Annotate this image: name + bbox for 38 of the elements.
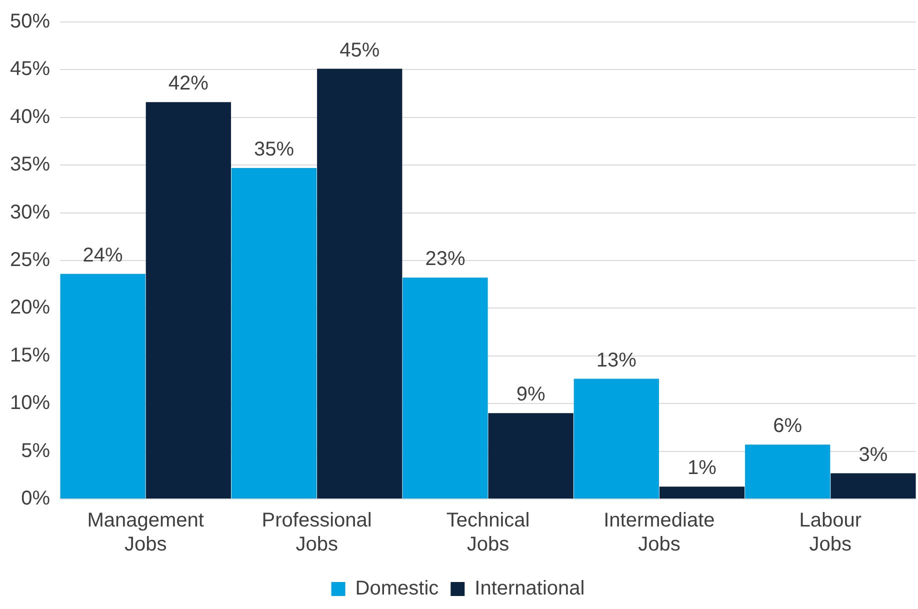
- data-label: 23%: [425, 248, 466, 270]
- x-tick-label: Professional Jobs: [262, 510, 372, 556]
- bar: [574, 378, 659, 498]
- y-tick-label: 40%: [10, 106, 50, 128]
- bar: [745, 444, 830, 498]
- legend-label: International: [474, 578, 585, 600]
- data-label: 1%: [688, 457, 717, 480]
- y-tick-label: 45%: [10, 58, 50, 80]
- data-label: 6%: [773, 415, 802, 438]
- data-label: 35%: [254, 138, 294, 160]
- bar: [659, 486, 745, 498]
- data-label: 3%: [858, 444, 888, 466]
- bar: [60, 274, 146, 498]
- bar: [402, 278, 488, 498]
- y-tick-label: 15%: [10, 344, 50, 366]
- bar: [231, 168, 317, 498]
- data-label: 42%: [168, 72, 209, 95]
- y-tick-label: 10%: [10, 392, 50, 414]
- bar: [317, 68, 402, 498]
- legend-label: Domestic: [355, 578, 439, 600]
- y-tick-label: 35%: [10, 154, 50, 176]
- x-tick-label: Management Jobs: [87, 510, 204, 556]
- y-tick-label: 50%: [10, 10, 50, 33]
- y-tick-label: 5%: [21, 440, 50, 462]
- y-tick-label: 20%: [10, 296, 50, 319]
- y-tick-label: 0%: [21, 488, 50, 510]
- bar: [146, 102, 232, 498]
- data-label: 9%: [516, 384, 546, 406]
- y-tick-label: 25%: [10, 249, 50, 272]
- x-tick-label: Intermediate Jobs: [604, 510, 715, 556]
- y-tick-label: 30%: [10, 201, 50, 224]
- bar: [830, 473, 916, 498]
- bar: [488, 413, 574, 498]
- data-label: 13%: [596, 349, 637, 372]
- x-tick-label: Labour Jobs: [799, 510, 862, 556]
- data-label: 45%: [340, 39, 380, 62]
- data-label: 24%: [82, 244, 124, 266]
- x-tick-label: Technical Jobs: [446, 510, 530, 556]
